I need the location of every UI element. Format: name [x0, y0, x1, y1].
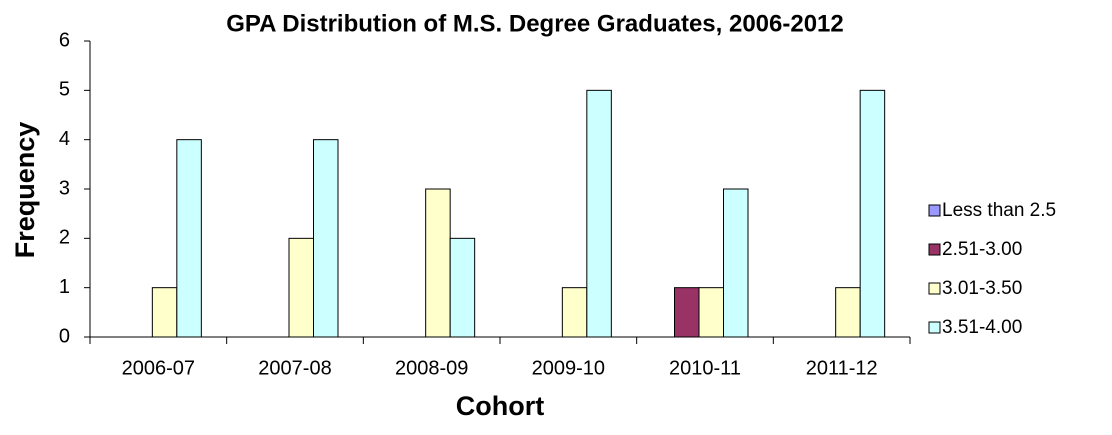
bar: [449, 237, 476, 338]
y-tick-label: 2: [59, 227, 70, 249]
x-tick-label: 2010-11: [669, 357, 741, 379]
x-tick-label: 2011-12: [806, 357, 878, 379]
y-tick-label: 4: [59, 128, 70, 150]
legend-swatch: [928, 243, 941, 256]
x-tick-label: 2009-10: [532, 357, 605, 379]
legend-label: 3.51-4.00: [942, 317, 1022, 338]
bar: [698, 287, 724, 338]
bar: [151, 287, 178, 338]
bar: [586, 89, 612, 338]
legend-label: 2.51-3.00: [942, 239, 1022, 260]
bar: [674, 287, 700, 338]
bar: [288, 237, 314, 338]
y-tick-label: 5: [59, 79, 70, 101]
x-axis-title: Cohort: [456, 391, 544, 421]
x-tick-label: 2008-09: [395, 357, 468, 379]
bar: [425, 188, 451, 338]
legend-swatch: [928, 204, 941, 217]
bar: [561, 287, 588, 338]
legend-label: Less than 2.5: [942, 200, 1056, 221]
bar: [723, 188, 749, 338]
y-tick-label: 0: [59, 325, 70, 347]
y-axis-title: Frequency: [10, 122, 40, 259]
y-tick-label: 1: [59, 276, 70, 298]
x-tick-label: 2006-07: [122, 357, 195, 379]
chart-title: GPA Distribution of M.S. Degree Graduate…: [226, 10, 844, 37]
bar: [313, 139, 339, 338]
y-tick-label: 6: [59, 29, 70, 51]
x-tick-label: 2007-08: [258, 357, 331, 379]
legend-swatch: [928, 321, 941, 334]
bar: [176, 139, 202, 338]
legend-label: 3.01-3.50: [942, 278, 1022, 299]
bar: [859, 89, 886, 338]
y-tick-label: 3: [59, 177, 70, 199]
bar: [835, 287, 861, 338]
legend-swatch: [928, 282, 941, 295]
